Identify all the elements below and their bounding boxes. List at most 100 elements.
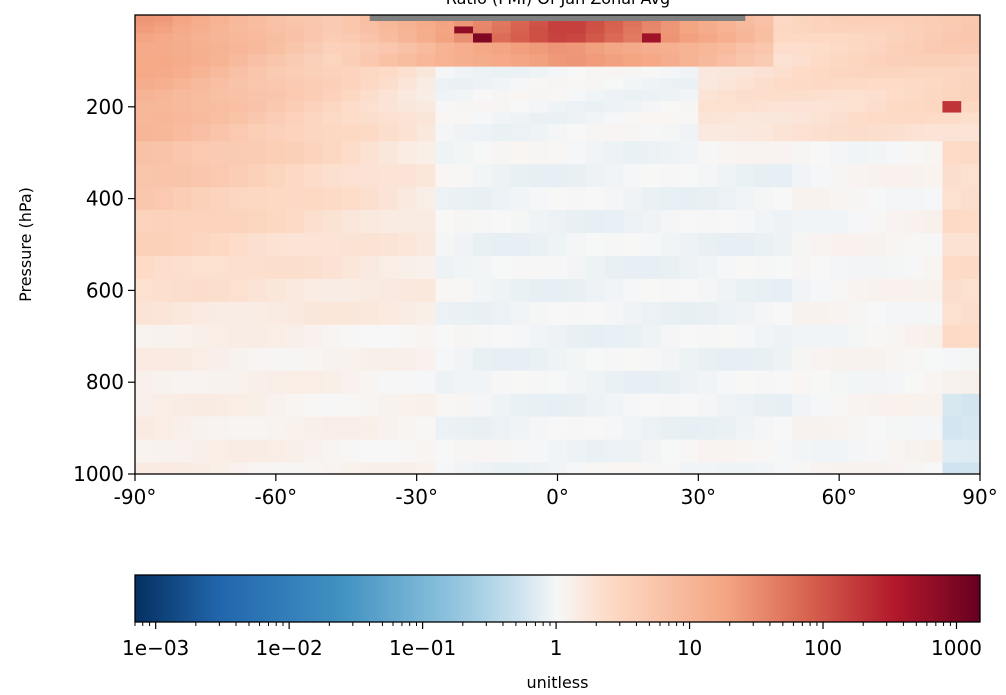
heatmap-cell [754, 89, 774, 102]
heatmap-cell [548, 33, 568, 44]
heatmap-cell [247, 278, 267, 303]
heatmap-cell [210, 33, 230, 44]
heatmap-cell [942, 141, 962, 165]
heatmap-cell [510, 89, 530, 102]
heatmap-cell [416, 33, 436, 44]
heatmap-cell [660, 301, 681, 326]
heatmap-cell [247, 347, 267, 372]
heatmap-cell [566, 255, 587, 280]
heatmap-cell [379, 21, 399, 27]
heatmap-cell [266, 393, 286, 418]
heatmap-cell [942, 324, 962, 349]
heatmap-cell [792, 112, 812, 125]
heatmap-cell [153, 347, 174, 372]
heatmap-cell [867, 324, 887, 349]
heatmap-cell [210, 26, 230, 34]
heatmap-cell [585, 462, 605, 475]
heatmap-cell [510, 42, 530, 55]
heatmap-cell [510, 233, 530, 257]
heatmap-cell [191, 393, 211, 418]
heatmap-cell [904, 21, 925, 27]
heatmap-cell [548, 187, 568, 211]
heatmap-cell [228, 210, 249, 234]
heatmap-cell [754, 164, 774, 188]
heatmap-cell [322, 101, 343, 114]
heatmap-cell [848, 89, 868, 102]
heatmap-cell [735, 66, 756, 79]
heatmap-cell [886, 66, 906, 79]
heatmap-cell [491, 416, 512, 441]
heatmap-cell [792, 54, 812, 68]
heatmap-cell [322, 26, 343, 34]
heatmap-cell [360, 164, 380, 188]
heatmap-cell [829, 233, 850, 257]
heatmap-cell [961, 255, 981, 280]
heatmap-cell [416, 26, 436, 34]
heatmap-cell [942, 370, 962, 395]
heatmap-cell [623, 370, 643, 395]
heatmap-cell [660, 462, 681, 475]
heatmap-cell [416, 78, 436, 91]
heatmap-cell [604, 101, 624, 114]
heatmap-cell [135, 233, 155, 257]
colorbar-label: unitless [527, 673, 589, 692]
heatmap-cell [698, 101, 718, 114]
heatmap-cell [304, 347, 324, 372]
heatmap-cell [904, 324, 925, 349]
heatmap-cell [642, 141, 662, 165]
heatmap-cell [454, 42, 474, 55]
heatmap-cell [510, 416, 530, 441]
heatmap-cell [210, 324, 230, 349]
heatmap-cell [585, 21, 605, 27]
heatmap-cell [585, 89, 605, 102]
heatmap-cell [172, 101, 192, 114]
heatmap-cell [210, 66, 230, 79]
heatmap-cell [491, 255, 512, 280]
heatmap-cell [379, 101, 399, 114]
heatmap-cell [548, 347, 568, 372]
heatmap-cell [210, 187, 230, 211]
heatmap-cell [904, 255, 925, 280]
heatmap-cell [904, 26, 925, 34]
heatmap-cell [942, 164, 962, 188]
heatmap-cell [792, 42, 812, 55]
heatmap-cell [454, 370, 474, 395]
heatmap-cell [228, 26, 249, 34]
heatmap-cell [829, 54, 850, 68]
heatmap-cell [679, 416, 699, 441]
heatmap-cell [904, 141, 925, 165]
heatmap-cell [491, 26, 512, 34]
heatmap-cell [679, 112, 699, 125]
heatmap-cell [435, 347, 455, 372]
heatmap-cell [210, 210, 230, 234]
heatmap-cell [717, 278, 737, 303]
heatmap-cell [623, 78, 643, 91]
heatmap-cell [754, 15, 774, 23]
heatmap-cell [604, 462, 624, 475]
heatmap-cell [454, 124, 474, 142]
heatmap-cell [904, 393, 925, 418]
heatmap-cell [285, 255, 305, 280]
heatmap-cell [435, 21, 455, 27]
heatmap-cell [191, 370, 211, 395]
heatmap-cell [210, 439, 230, 464]
chart-title: Ratio (FMI) Of Jan Zonal Avg [446, 0, 670, 8]
heatmap-cell [172, 301, 192, 326]
heatmap-cell [379, 33, 399, 44]
y-tick-label: 600 [86, 278, 124, 302]
heatmap-cell [491, 324, 512, 349]
heatmap-cell [811, 462, 831, 475]
heatmap-cell [191, 124, 211, 142]
heatmap-cell [397, 78, 418, 91]
heatmap-cell [660, 255, 681, 280]
heatmap-cell [304, 54, 324, 68]
heatmap-cell [660, 54, 681, 68]
heatmap-cell [811, 42, 831, 55]
heatmap-cell [585, 164, 605, 188]
heatmap-cell [210, 21, 230, 27]
heatmap-cell [848, 66, 868, 79]
heatmap-cell [191, 26, 211, 34]
heatmap-cell [247, 255, 267, 280]
heatmap-cell [961, 26, 981, 34]
heatmap-cell [548, 393, 568, 418]
